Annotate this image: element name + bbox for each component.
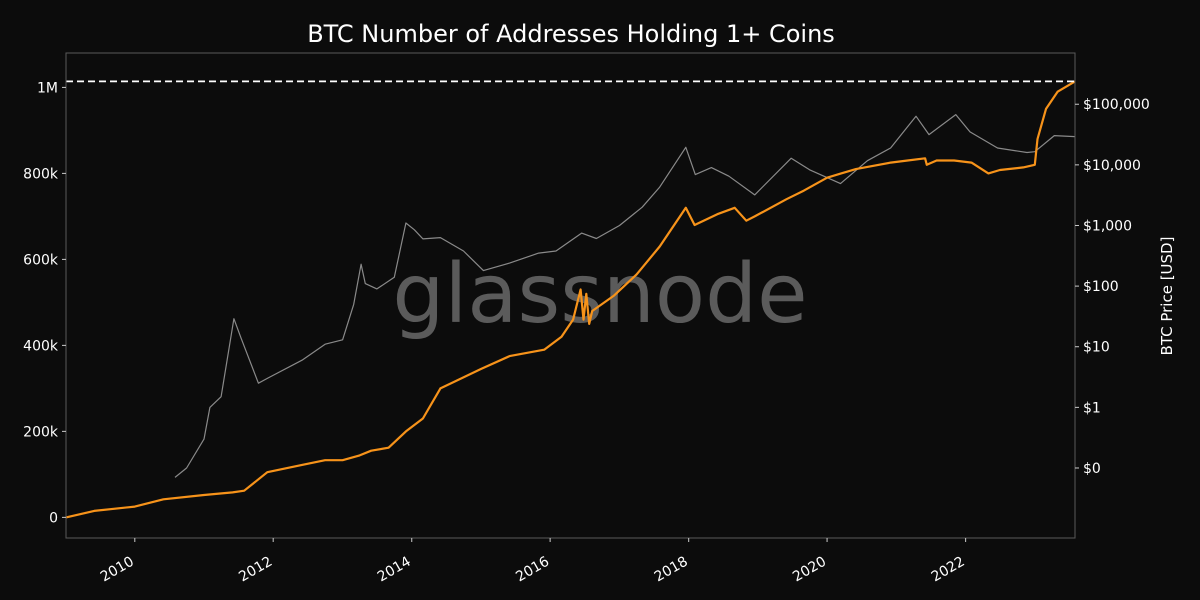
- left-tick-label: 1M: [37, 80, 58, 96]
- plot-marks: [65, 80, 1076, 519]
- right-tick-label: $1: [1083, 400, 1101, 416]
- watermark-logo: glassnode: [392, 247, 807, 342]
- chart-title: BTC Number of Addresses Holding 1+ Coins: [307, 20, 835, 48]
- left-axis: 0 200k 400k 600k 800k 1M: [23, 80, 66, 526]
- left-tick-label: 600k: [23, 252, 59, 268]
- right-tick-label: $10: [1083, 340, 1110, 356]
- right-tick-label: $10,000: [1083, 158, 1141, 174]
- plot-frame: [65, 52, 1076, 539]
- right-axis: $0 $1 $10 $100 $1,000 $10,000 $100,000: [1075, 97, 1150, 477]
- left-tick-label: 0: [49, 510, 58, 526]
- left-tick-label: 200k: [23, 424, 59, 440]
- addresses-line: [65, 80, 1076, 519]
- right-tick-label: $1,000: [1083, 218, 1132, 234]
- btc-price-line: [174, 113, 1076, 478]
- left-tick-label: 800k: [23, 166, 59, 182]
- right-tick-label: $100: [1083, 279, 1119, 295]
- left-tick-label: 400k: [23, 338, 59, 354]
- right-tick-label: $0: [1083, 461, 1101, 477]
- right-tick-label: $100,000: [1083, 97, 1150, 113]
- right-axis-label: BTC Price [USD]: [1158, 237, 1176, 356]
